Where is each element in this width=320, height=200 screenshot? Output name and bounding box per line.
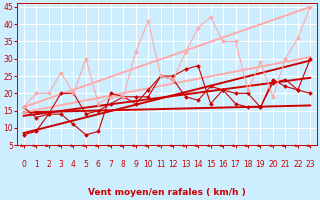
X-axis label: Vent moyen/en rafales ( km/h ): Vent moyen/en rafales ( km/h ) (88, 188, 246, 197)
